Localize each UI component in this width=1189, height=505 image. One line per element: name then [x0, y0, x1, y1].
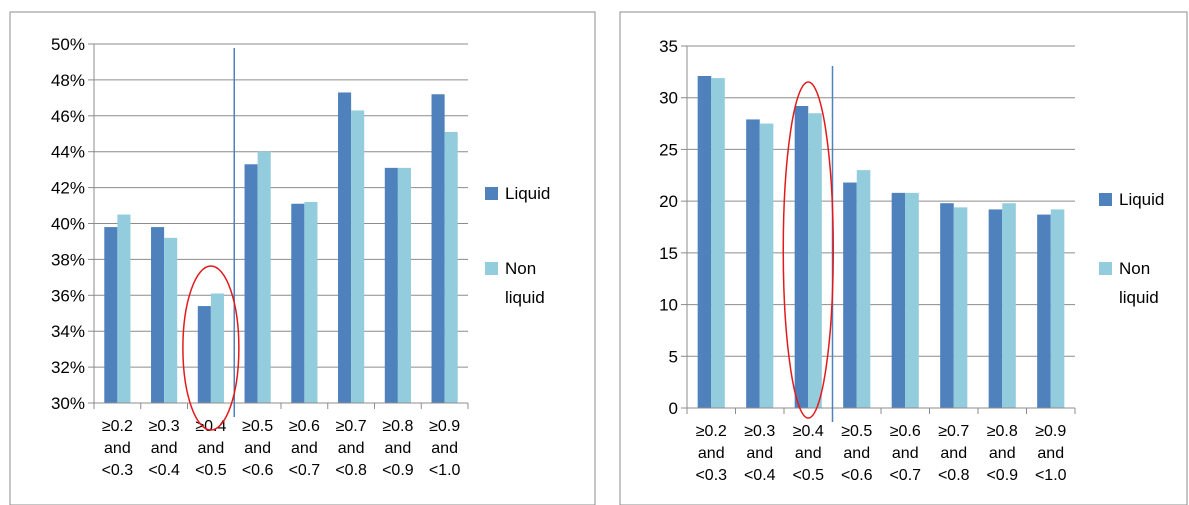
left-y-tick-label: 36% — [51, 286, 85, 305]
left-y-tick-label: 32% — [51, 358, 85, 377]
left-category-label: ≥0.5 and <0.6 — [242, 418, 274, 479]
right-bar-non-liquid — [953, 207, 968, 408]
chart-right-svg: 0 5 10 15 20 25 30 35 ≥0.2 and <0.3 ≥0.3 and <0.4 ≥0.4… — [619, 11, 1188, 505]
chart-right: 0 5 10 15 20 25 30 35 ≥0.2 and <0.3 ≥0.3 and <0.4 ≥0.4… — [600, 0, 1189, 505]
right-bar-non-liquid — [808, 113, 822, 408]
left-legend-label: Liquid — [505, 184, 550, 203]
right-bar-liquid — [1037, 214, 1051, 408]
right-highlight-ellipse — [782, 81, 834, 419]
left-bar-non-liquid — [164, 237, 178, 403]
right-category-label: ≥0.4 and <0.5 — [792, 423, 824, 484]
left-category-label: ≥0.8 and <0.9 — [382, 418, 414, 479]
left-y-tick-label: 44% — [51, 143, 85, 162]
left-bar-liquid — [384, 167, 398, 403]
right-bar-non-liquid — [905, 192, 919, 408]
left-bar-non-liquid — [210, 293, 224, 403]
left-category-label: ≥0.3 and <0.4 — [148, 418, 180, 479]
left-y-tick-label: 38% — [51, 250, 85, 269]
left-bar-liquid — [151, 227, 165, 403]
right-category-label: ≥0.5 and <0.6 — [841, 423, 873, 484]
right-legend-label: Non liquid — [1119, 259, 1159, 307]
left-y-tick-label: 50% — [51, 35, 85, 54]
left-bar-liquid — [244, 164, 258, 403]
right-legend-swatch — [1099, 193, 1112, 206]
right-bar-liquid — [843, 182, 857, 408]
left-bar-liquid — [431, 94, 445, 403]
right-bar-non-liquid — [759, 123, 774, 409]
right-y-tick-label: 35 — [659, 37, 678, 56]
left-bar-liquid — [197, 306, 211, 403]
right-legend-label: Liquid — [1119, 190, 1164, 209]
left-bar-non-liquid — [351, 110, 365, 403]
left-bar-non-liquid — [444, 131, 458, 403]
right-bar-liquid — [746, 119, 760, 408]
right-y-tick-label: 15 — [659, 244, 678, 263]
left-bar-non-liquid — [304, 201, 318, 403]
left-bar-non-liquid — [257, 151, 271, 403]
right-y-tick-label: 20 — [659, 192, 678, 211]
left-frame — [9, 11, 596, 505]
left-y-tick-label: 40% — [51, 215, 85, 234]
right-bar-liquid — [988, 209, 1003, 408]
chart-left: 30% 32% 34% 36% 38% 40% 42% 44% 46% 48% 50% ≥0.2 and… — [9, 11, 596, 505]
right-bar-liquid — [794, 105, 809, 408]
left-bar-liquid — [291, 203, 305, 403]
right-bar-non-liquid — [1050, 209, 1065, 408]
left-legend-swatch — [485, 262, 498, 275]
left-y-tick-label: 30% — [51, 394, 85, 413]
left-y-tick-label: 42% — [51, 179, 85, 198]
right-bar-non-liquid — [711, 78, 725, 408]
left-bar-non-liquid — [117, 214, 131, 403]
left-legend-swatch — [485, 187, 498, 200]
right-y-tick-label: 25 — [659, 140, 678, 159]
left-highlight-ellipse — [182, 265, 240, 431]
right-category-label: ≥0.3 and <0.4 — [744, 423, 776, 484]
left-category-label: ≥0.4 and <0.5 — [195, 418, 227, 479]
left-bar-non-liquid — [397, 167, 411, 403]
right-frame — [619, 11, 1188, 505]
left-y-tick-label: 34% — [51, 322, 85, 341]
right-category-label: ≥0.8 and <0.9 — [986, 423, 1018, 484]
right-y-tick-label: 10 — [659, 296, 678, 315]
right-bar-liquid — [891, 192, 906, 408]
left-bar-liquid — [338, 92, 352, 403]
right-bar-non-liquid — [856, 170, 871, 408]
right-category-label: ≥0.6 and <0.7 — [889, 423, 921, 484]
right-category-label: ≥0.9 and <1.0 — [1035, 423, 1067, 484]
right-category-label: ≥0.7 and <0.8 — [938, 423, 970, 484]
left-legend-label: Non liquid — [505, 259, 545, 307]
left-category-label: ≥0.7 and <0.8 — [335, 418, 367, 479]
right-y-tick-label: 0 — [669, 399, 678, 418]
left-y-tick-label: 48% — [51, 71, 85, 90]
left-category-label: ≥0.9 and <1.0 — [429, 418, 461, 479]
right-bar-liquid — [940, 203, 954, 408]
right-y-tick-label: 5 — [669, 347, 678, 366]
left-bar-liquid — [104, 227, 118, 403]
left-category-label: ≥0.6 and <0.7 — [289, 418, 321, 479]
right-legend-swatch — [1099, 262, 1112, 275]
left-y-tick-label: 46% — [51, 107, 85, 126]
right-category-label: ≥0.2 and <0.3 — [695, 423, 727, 484]
chart-left-svg: 30% 32% 34% 36% 38% 40% 42% 44% 46% 48% 50% ≥0.2 and… — [9, 11, 596, 505]
right-bar-liquid — [697, 75, 712, 408]
right-y-tick-label: 30 — [659, 89, 678, 108]
left-category-label: ≥0.2 and <0.3 — [102, 418, 134, 479]
right-bar-non-liquid — [1002, 203, 1016, 408]
